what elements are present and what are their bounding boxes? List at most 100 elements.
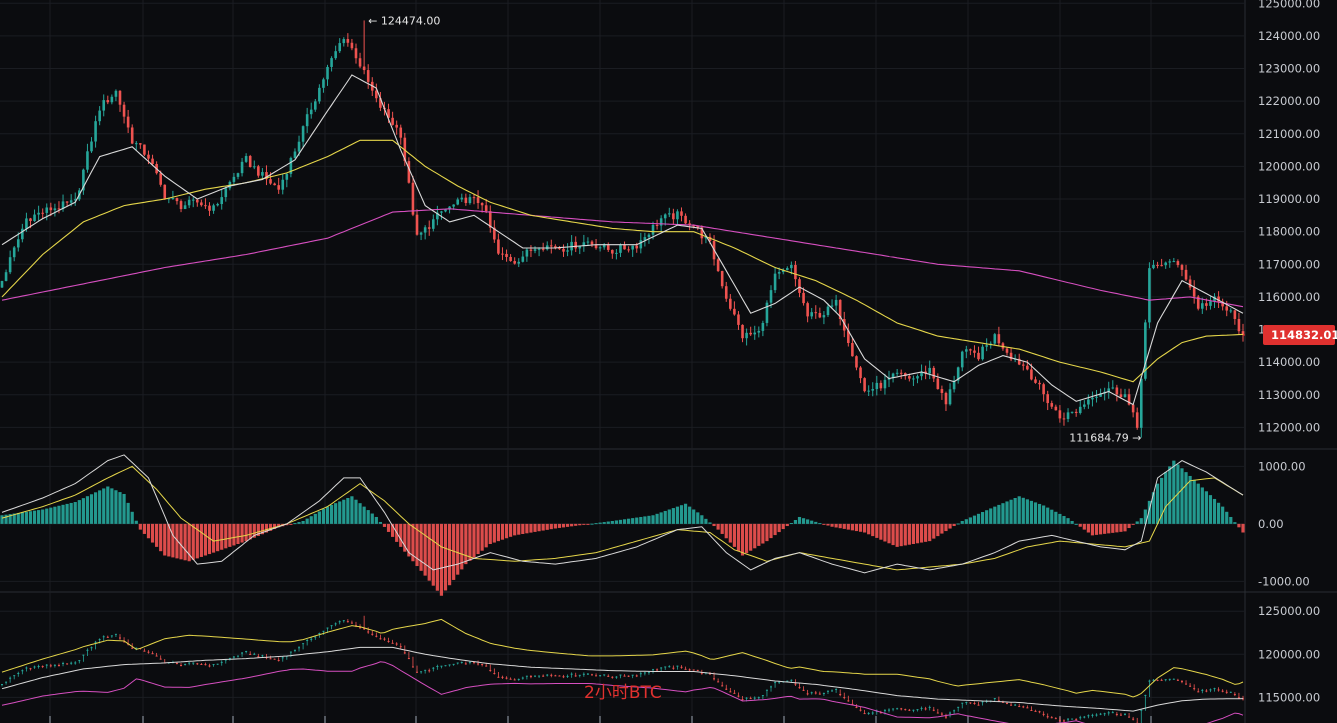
candle-body[interactable] [1192,287,1196,297]
candle-body[interactable] [187,199,191,206]
candle-body[interactable] [574,241,578,249]
candle-body[interactable] [261,172,264,176]
candle-body[interactable] [130,127,134,144]
candle-body[interactable] [1156,264,1159,266]
candle-body[interactable] [916,376,919,379]
candle-body[interactable] [110,96,114,103]
candle-body[interactable] [53,208,57,211]
candle-body[interactable] [269,179,272,184]
candle-body[interactable] [1054,406,1058,411]
candle-body[interactable] [570,241,573,251]
candle-body[interactable] [171,198,175,200]
candle-body[interactable] [826,306,830,316]
candle-body[interactable] [1030,369,1033,380]
candle-body[interactable] [301,126,305,142]
candle-body[interactable] [810,312,814,317]
candle-body[interactable] [179,201,183,210]
candle-body[interactable] [220,197,224,205]
candle-body[interactable] [920,371,923,377]
candle-body[interactable] [1001,343,1005,349]
candle-body[interactable] [57,208,61,210]
candle-body[interactable] [240,161,244,174]
candle-body[interactable] [342,39,346,44]
candle-body[interactable] [924,371,927,374]
candle-body[interactable] [350,42,354,49]
candle-body[interactable] [1241,331,1245,336]
candle-body[interactable] [611,249,614,254]
candle-body[interactable] [1111,387,1115,389]
candle-body[interactable] [1196,296,1200,309]
candle-body[interactable] [598,247,602,249]
candle-body[interactable] [330,58,333,67]
candle-body[interactable] [513,261,516,264]
candle-body[interactable] [965,349,968,352]
candle-body[interactable] [407,161,411,183]
candle-body[interactable] [794,264,797,280]
candle-body[interactable] [549,245,553,247]
current-price-tag[interactable] [1263,325,1335,346]
candle-body[interactable] [647,234,651,238]
candle-body[interactable] [692,225,696,227]
candle-body[interactable] [476,197,480,204]
candle-body[interactable] [1217,296,1220,302]
candle-body[interactable] [216,204,219,206]
candle-body[interactable] [196,199,199,203]
candle-body[interactable] [61,201,65,209]
candle-body[interactable] [753,332,757,335]
candle-body[interactable] [236,173,240,177]
candle-body[interactable] [497,239,500,254]
candle-body[interactable] [932,367,936,379]
candle-body[interactable] [265,172,268,180]
candle-body[interactable] [460,197,464,200]
candle-body[interactable] [318,87,321,102]
price-panel[interactable] [0,20,1245,438]
candle-body[interactable] [73,199,77,201]
candle-body[interactable] [1127,394,1131,405]
candle-body[interactable] [1017,358,1021,365]
candle-body[interactable] [334,51,337,59]
candle-body[interactable] [1131,404,1135,413]
candle-body[interactable] [802,292,805,304]
candle-body[interactable] [1050,403,1054,407]
candle-body[interactable] [582,242,586,247]
candle-body[interactable] [98,110,101,122]
candle-body[interactable] [16,239,20,248]
candle-body[interactable] [1026,365,1029,370]
candle-body[interactable] [643,237,647,241]
candle-body[interactable] [1099,393,1102,397]
candle-body[interactable] [940,389,944,393]
candle-body[interactable] [883,379,887,389]
candle-body[interactable] [903,373,907,377]
candle-body[interactable] [602,244,606,248]
candle-body[interactable] [1188,279,1192,288]
candle-body[interactable] [1119,394,1123,398]
candle-body[interactable] [704,236,708,239]
candle-body[interactable] [1168,261,1172,263]
candle-body[interactable] [484,205,488,212]
candle-body[interactable] [362,66,366,71]
candle-body[interactable] [118,90,122,105]
candle-body[interactable] [143,144,146,155]
candle-body[interactable] [529,249,533,251]
candle-body[interactable] [488,211,492,228]
candle-body[interactable] [655,224,659,226]
candle-body[interactable] [838,299,842,320]
candle-body[interactable] [37,212,40,215]
candle-body[interactable] [757,330,761,333]
candle-body[interactable] [322,79,325,88]
candle-body[interactable] [4,272,8,281]
candle-body[interactable] [252,166,256,168]
candle-body[interactable] [431,219,435,229]
candle-body[interactable] [977,352,980,360]
candle-body[interactable] [379,98,382,108]
candle-body[interactable] [777,272,781,274]
candle-body[interactable] [212,205,215,211]
candle-body[interactable] [159,173,162,185]
candle-body[interactable] [562,248,565,252]
candle-body[interactable] [1005,348,1009,353]
candle-body[interactable] [761,322,765,331]
candle-body[interactable] [167,198,171,200]
candle-body[interactable] [12,247,16,258]
candle-body[interactable] [558,248,561,250]
candle-body[interactable] [366,70,370,82]
